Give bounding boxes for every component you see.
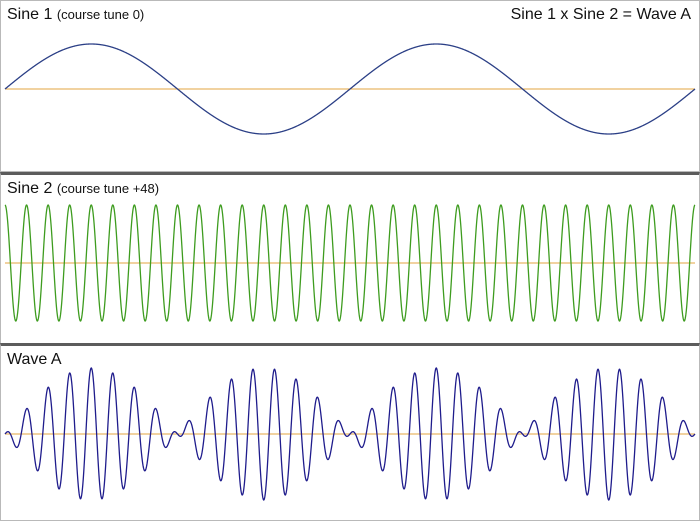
sine-1-subtitle: (course tune 0)	[56, 7, 145, 22]
wave-a-panel: Wave A	[0, 343, 700, 521]
sine-1-plot	[4, 43, 696, 135]
waveform-line	[4, 204, 696, 322]
wave-a-name: Wave A	[7, 351, 62, 368]
sine-1-name: Sine 1	[7, 6, 53, 23]
wave-a-title: Wave A	[7, 351, 62, 369]
sine-2-name: Sine 2	[7, 180, 53, 197]
sine-1-panel: Sine 1 (course tune 0) Sine 1 x Sine 2 =…	[0, 0, 700, 172]
waveform-line	[4, 43, 696, 135]
waveform-line	[4, 367, 696, 501]
sine-2-panel: Sine 2 (course tune +48)	[0, 172, 700, 343]
sine-2-plot	[4, 204, 696, 322]
wave-a-plot	[4, 367, 696, 501]
sine-1-title: Sine 1 (course tune 0)	[7, 6, 144, 24]
sine-2-subtitle: (course tune +48)	[56, 181, 160, 196]
sine-2-title: Sine 2 (course tune +48)	[7, 180, 159, 198]
equation-label: Sine 1 x Sine 2 = Wave A	[510, 6, 691, 23]
